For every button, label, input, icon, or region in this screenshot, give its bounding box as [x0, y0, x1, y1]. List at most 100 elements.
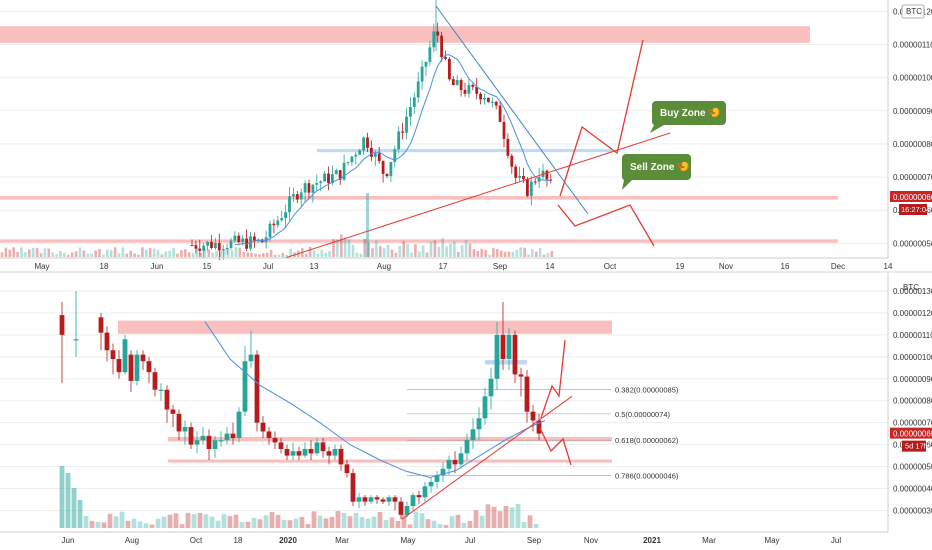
bottom-volume-bar [341, 513, 347, 528]
top-time-label[interactable]: 17 [439, 262, 448, 271]
sell-zone-callout[interactable] [621, 154, 691, 190]
top-time-label[interactable]: Oct [604, 262, 617, 271]
top-time-axis[interactable]: May 18 Jun 15 Jul 13 Aug 17 Sep 14 Oct 19 Nov 16 Dec 14 [0, 257, 893, 271]
bottom-time-label[interactable]: May [764, 536, 779, 545]
top-moving-average [234, 54, 551, 246]
bottom-volume-bar [365, 518, 371, 528]
bottom-volume-bar [521, 521, 527, 528]
top-price-label[interactable]: 0.00000070 [893, 173, 932, 182]
top-volume-bar [538, 247, 542, 257]
buy-zone-label: Buy Zone 🍤 [660, 107, 721, 119]
top-volume-bar [472, 249, 476, 257]
bottom-time-label[interactable]: Sep [527, 536, 542, 545]
top-time-label[interactable]: 16 [781, 262, 790, 271]
bottom-price-label[interactable]: 0.00000030 [893, 506, 932, 515]
top-time-label[interactable]: Dec [831, 262, 845, 271]
bottom-time-label[interactable]: Jun [62, 536, 75, 545]
bottom-candle [73, 339, 79, 341]
top-time-label[interactable]: 15 [203, 262, 212, 271]
top-price-label[interactable]: 0.00000080 [893, 140, 932, 149]
bottom-time-label[interactable]: Mar [702, 536, 716, 545]
top-time-label[interactable]: Nov [719, 262, 733, 271]
top-price-label[interactable]: 0.00000050 [893, 239, 932, 248]
bottom-time-label[interactable]: 2021 [643, 536, 661, 545]
top-volume-bar [51, 252, 54, 257]
top-candle [358, 150, 362, 155]
bottom-price-label[interactable]: 0.00000100 [893, 353, 932, 362]
bottom-time-label[interactable]: Jul [465, 536, 475, 545]
top-symbol-label[interactable]: BTC [906, 7, 922, 16]
top-price-label[interactable]: 0.00000100 [893, 74, 932, 83]
bottom-countdown-label: 5d 17h [905, 442, 928, 451]
bottom-price-label[interactable]: 0.00000090 [893, 375, 932, 384]
top-volume-bar [371, 248, 374, 257]
top-volume-bar [125, 253, 129, 257]
bottom-time-label[interactable]: 2020 [279, 536, 297, 545]
top-volume-bar [121, 247, 125, 257]
bottom-volume-bar [95, 521, 101, 528]
top-time-label[interactable]: 14 [546, 262, 555, 271]
bottom-chart-panel: 0.382(0.00000085) 0.5(0.00000074) 0.618(0.… [0, 273, 932, 545]
top-candle [284, 212, 287, 219]
top-volume-bar [219, 251, 222, 257]
top-time-label[interactable]: 19 [676, 262, 685, 271]
top-price-label[interactable]: 0.00000110 [893, 40, 932, 49]
buy-zone-callout[interactable] [650, 101, 726, 133]
top-price-label[interactable]: 0.00000090 [893, 107, 932, 116]
bottom-volume-bar [131, 518, 137, 528]
top-time-label[interactable]: Sep [493, 262, 508, 271]
bottom-price-label[interactable]: 0.00000050 [893, 463, 932, 472]
top-price-axis[interactable]: 0.000001200.000001100.000001000.00000090… [887, 0, 932, 258]
bottom-price-label[interactable]: 0.00000080 [893, 397, 932, 406]
bottom-time-label[interactable]: Oct [190, 536, 203, 545]
top-symbol-box[interactable] [901, 4, 925, 19]
top-volume-bar [176, 253, 179, 257]
top-time-label[interactable]: May [34, 262, 49, 271]
bottom-price-label[interactable]: 0.00000130 [893, 287, 932, 296]
bottom-symbol-label[interactable]: BTC [903, 283, 919, 292]
top-volume-bar [98, 248, 101, 257]
bottom-volume-bar [281, 520, 287, 528]
bottom-volume-bar [299, 516, 305, 528]
bottom-candle [182, 427, 188, 432]
bottom-candle [494, 334, 500, 379]
top-time-label[interactable]: Jun [151, 262, 164, 271]
top-volume-bar [82, 250, 86, 257]
bottom-time-label[interactable]: Jul [831, 536, 841, 545]
top-volume-bar [515, 249, 519, 257]
bottom-time-label[interactable]: May [400, 536, 415, 545]
top-volume-bar [31, 247, 35, 257]
top-time-label[interactable]: 14 [884, 262, 893, 271]
bottom-time-axis[interactable]: Jun Aug Oct 18 2020 Mar May Jul Sep Nov 2021 Mar May… [0, 531, 888, 545]
bottom-price-label[interactable]: 0.00000070 [893, 419, 932, 428]
bottom-time-label[interactable]: 18 [234, 536, 243, 545]
fib-level-label: 0.382(0.00000085) [615, 386, 679, 395]
top-volume-bar [262, 253, 265, 257]
bottom-price-label[interactable]: 0.00000040 [893, 484, 932, 493]
bottom-volume-bar [209, 516, 215, 528]
top-candle [533, 181, 537, 183]
bottom-price-axis[interactable]: 0.00000130 0.00000120 0.00000110 0.00000100… [887, 273, 932, 532]
top-time-label[interactable]: Jul [263, 262, 273, 271]
top-volume-bar [187, 252, 191, 257]
top-time-label[interactable]: Aug [377, 262, 391, 271]
bottom-volume-bar [407, 524, 413, 528]
top-volume-bar [453, 241, 456, 257]
bottom-time-label[interactable]: Nov [584, 536, 598, 545]
top-time-label[interactable]: 13 [310, 262, 319, 271]
top-volume-bar [289, 248, 292, 257]
bottom-time-label[interactable]: Mar [335, 536, 349, 545]
bottom-volume-bar [479, 515, 485, 528]
bottom-volume-bar [359, 517, 365, 528]
bottom-candle [320, 442, 326, 452]
top-volume-bar [394, 253, 398, 257]
bottom-candle [476, 418, 482, 430]
bottom-candle [284, 448, 290, 456]
bottom-price-label[interactable]: 0.00000110 [893, 331, 932, 340]
bottom-price-label[interactable]: 0.00000120 [893, 309, 932, 318]
bottom-price-tag [890, 427, 932, 439]
top-volume-bar [47, 248, 51, 257]
bottom-time-label[interactable]: Aug [125, 536, 139, 545]
top-time-label[interactable]: 18 [100, 262, 109, 271]
top-volume-bar [480, 248, 483, 257]
